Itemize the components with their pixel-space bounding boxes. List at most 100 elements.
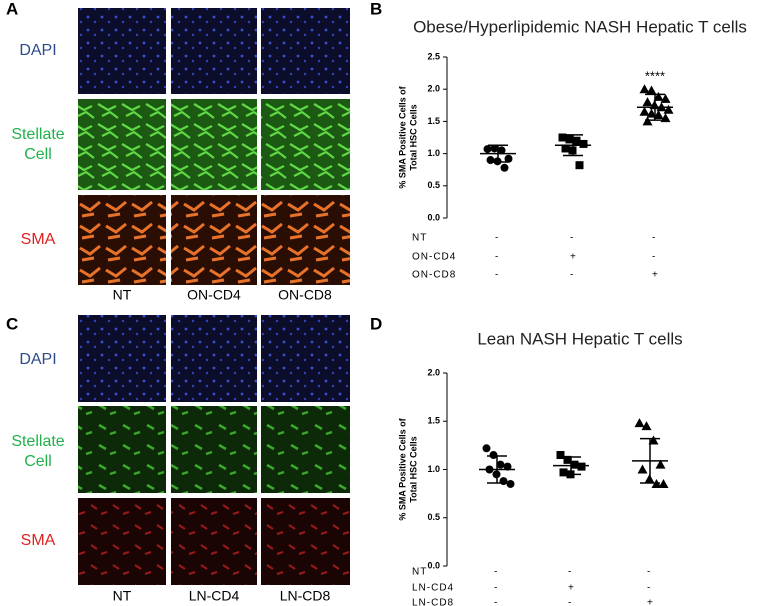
y-tick-label: 2.0 — [427, 367, 440, 377]
image — [78, 406, 166, 493]
image — [171, 99, 257, 190]
image — [78, 498, 166, 585]
data-point — [646, 108, 657, 118]
y-tick-label: 2.5 — [427, 51, 440, 61]
condition-sign: - — [570, 233, 574, 244]
condition-sign: - — [568, 567, 572, 578]
image — [78, 99, 166, 190]
y-axis-label: % SMA Positive Cells of — [397, 417, 407, 520]
data-point — [642, 97, 653, 107]
data-point — [637, 464, 648, 474]
data-point — [575, 161, 584, 170]
data-point — [660, 93, 671, 103]
data-point — [556, 451, 565, 460]
data-point — [558, 133, 567, 142]
condition-label: ON-CD4 — [412, 252, 456, 263]
y-tick-label: 0.5 — [427, 512, 440, 522]
condition-label: LN-CD8 — [412, 598, 454, 606]
y-tick-label: 0.0 — [427, 560, 440, 570]
data-point — [504, 154, 513, 163]
y-tick-label: 1.5 — [427, 416, 440, 426]
column-label: NT — [113, 588, 132, 604]
panel-letter: B — [370, 0, 382, 18]
condition-sign: + — [652, 270, 659, 281]
column-label: ON-CD4 — [187, 287, 241, 303]
y-tick-label: 0.5 — [427, 180, 440, 190]
image — [261, 498, 350, 585]
chart-title: Lean NASH Hepatic T cells — [477, 329, 682, 348]
condition-sign: - — [570, 270, 574, 281]
significance: **** — [645, 69, 665, 84]
data-point — [503, 462, 512, 471]
condition-sign: - — [652, 233, 656, 244]
data-point — [639, 84, 650, 94]
data-point — [579, 139, 588, 148]
row-label: SMA — [21, 532, 56, 549]
column-label: NT — [113, 287, 132, 303]
condition-sign: - — [652, 252, 656, 263]
image — [171, 498, 257, 585]
data-point — [490, 144, 499, 153]
condition-sign: - — [647, 583, 651, 594]
data-point — [563, 455, 572, 464]
data-point — [489, 451, 498, 460]
row-label: SMA — [21, 231, 56, 248]
row-label: Stellate Cell — [11, 126, 64, 163]
data-point — [559, 468, 568, 477]
condition-label: NT — [412, 233, 427, 244]
data-point — [506, 479, 515, 488]
condition-sign: + — [568, 583, 575, 594]
condition-label: LN-CD4 — [412, 583, 454, 594]
y-tick-label: 1.0 — [427, 464, 440, 474]
data-point — [482, 444, 491, 453]
condition-sign: - — [495, 252, 499, 263]
panel-c: C DAPI Stellate Cell SMA NT LN-CD4 LN-CD8 — [6, 314, 350, 604]
data-point — [572, 136, 581, 145]
panel-letter: A — [6, 0, 18, 18]
image — [171, 195, 257, 285]
condition-sign: - — [647, 567, 651, 578]
data-point — [496, 460, 505, 469]
image — [171, 8, 257, 94]
row-label: DAPI — [19, 351, 56, 368]
condition-label: NT — [412, 567, 427, 578]
data-point — [565, 135, 574, 144]
panel-letter: D — [370, 314, 382, 333]
y-tick-label: 1.5 — [427, 116, 440, 126]
panel-a: A DAPI Stellate Cell SMA NT ON-CD4 ON-CD8 — [6, 0, 350, 303]
data-point — [577, 462, 586, 471]
image — [261, 195, 350, 285]
data-point — [655, 459, 666, 469]
image — [171, 406, 257, 493]
y-tick-label: 1.0 — [427, 148, 440, 158]
data-point — [570, 460, 579, 469]
condition-sign: + — [647, 598, 654, 606]
data-point — [641, 421, 652, 431]
condition-label: ON-CD8 — [412, 270, 456, 281]
image — [261, 406, 350, 493]
data-point — [486, 156, 495, 165]
data-point — [639, 106, 650, 116]
y-axis-label: Total HSC Cells — [408, 104, 418, 170]
data-point — [653, 109, 664, 119]
image — [261, 8, 350, 94]
image — [171, 315, 257, 402]
condition-sign: - — [494, 598, 498, 606]
condition-sign: - — [495, 233, 499, 244]
image — [78, 315, 166, 402]
data-point — [497, 146, 506, 155]
data-point — [561, 144, 570, 153]
data-point — [500, 163, 509, 172]
image — [261, 99, 350, 190]
row-label: Stellate Cell — [11, 433, 64, 470]
data-point — [658, 478, 669, 488]
data-point — [646, 85, 657, 95]
condition-sign: + — [570, 252, 577, 263]
panel-letter: C — [6, 314, 18, 333]
condition-sign: - — [494, 567, 498, 578]
column-label: LN-CD4 — [189, 588, 240, 604]
data-point — [648, 435, 659, 445]
condition-sign: - — [494, 583, 498, 594]
y-axis-label: Total HSC Cells — [408, 436, 418, 502]
